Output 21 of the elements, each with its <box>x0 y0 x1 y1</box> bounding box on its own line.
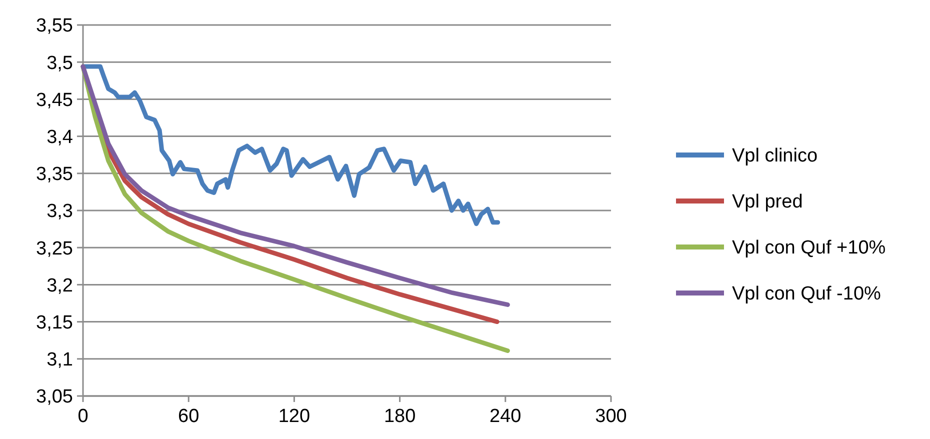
legend-label: Vpl con Quf -10% <box>732 284 882 305</box>
y-tick-label: 3,1 <box>46 350 73 371</box>
y-tick-label: 3,2 <box>46 275 73 296</box>
legend-label: Vpl con Quf +10% <box>732 238 886 259</box>
y-tick-label: 3,15 <box>36 312 73 334</box>
legend-label: Vpl clinico <box>732 146 818 167</box>
x-tick-label: 300 <box>595 406 627 427</box>
y-tick-label: 3,3 <box>46 201 73 222</box>
y-tick-label: 3,25 <box>36 238 73 260</box>
y-tick-label: 3,05 <box>36 386 73 408</box>
x-tick-label: 0 <box>78 406 88 427</box>
x-tick-label: 60 <box>178 406 200 427</box>
y-tick-label: 3,35 <box>36 164 73 186</box>
y-tick-label: 3,5 <box>46 52 73 74</box>
legend-label: Vpl pred <box>732 192 803 213</box>
x-tick-label: 180 <box>384 406 416 427</box>
x-tick-label: 240 <box>490 406 522 427</box>
y-tick-label: 3,45 <box>36 90 73 111</box>
y-tick-label: 3,55 <box>36 16 73 37</box>
x-tick-label: 120 <box>278 406 310 427</box>
y-tick-label: 3,4 <box>46 126 74 148</box>
